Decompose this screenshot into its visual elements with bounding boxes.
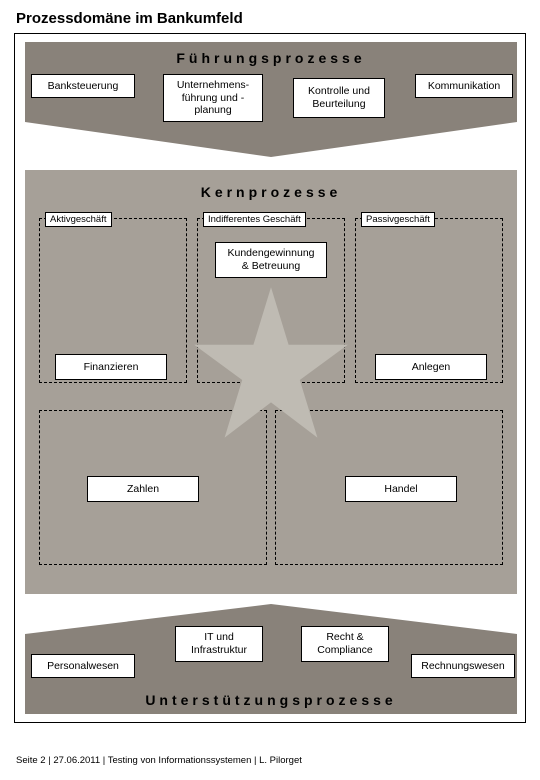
box-anlegen: Anlegen: [375, 354, 487, 380]
box-recht-compliance: Recht & Compliance: [301, 626, 389, 662]
star-icon: [191, 284, 351, 444]
label-passivgeschaeft: Passivgeschäft: [361, 212, 435, 227]
box-rechnungswesen: Rechnungswesen: [411, 654, 515, 678]
top-section: Führungsprozesse Banksteuerung Unternehm…: [25, 42, 517, 157]
box-handel: Handel: [345, 476, 457, 502]
label-indifferentes: Indifferentes Geschäft: [203, 212, 306, 227]
label-aktivgeschaeft: Aktivgeschäft: [45, 212, 112, 227]
mid-section-title: Kernprozesse: [25, 184, 517, 200]
main-frame: Führungsprozesse Banksteuerung Unternehm…: [14, 33, 526, 723]
box-personalwesen: Personalwesen: [31, 654, 135, 678]
box-unternehmensfuehrung: Unternehmens- führung und - planung: [163, 74, 263, 122]
mid-section: Kernprozesse Aktivgeschäft Indifferentes…: [25, 170, 517, 594]
box-zahlen: Zahlen: [87, 476, 199, 502]
bottom-section: Personalwesen IT und Infrastruktur Recht…: [25, 604, 517, 714]
page-footer: Seite 2 | 27.06.2011 | Testing von Infor…: [16, 755, 302, 766]
box-kontrolle: Kontrolle und Beurteilung: [293, 78, 385, 118]
box-finanzieren: Finanzieren: [55, 354, 167, 380]
box-kundengewinnung: Kundengewinnung & Betreuung: [215, 242, 327, 278]
box-it-infrastruktur: IT und Infrastruktur: [175, 626, 263, 662]
bottom-section-title: Unterstützungsprozesse: [25, 692, 517, 708]
top-section-title: Führungsprozesse: [25, 50, 517, 66]
box-kommunikation: Kommunikation: [415, 74, 513, 98]
box-banksteuerung: Banksteuerung: [31, 74, 135, 98]
page-title: Prozessdomäne im Bankumfeld: [0, 0, 540, 33]
